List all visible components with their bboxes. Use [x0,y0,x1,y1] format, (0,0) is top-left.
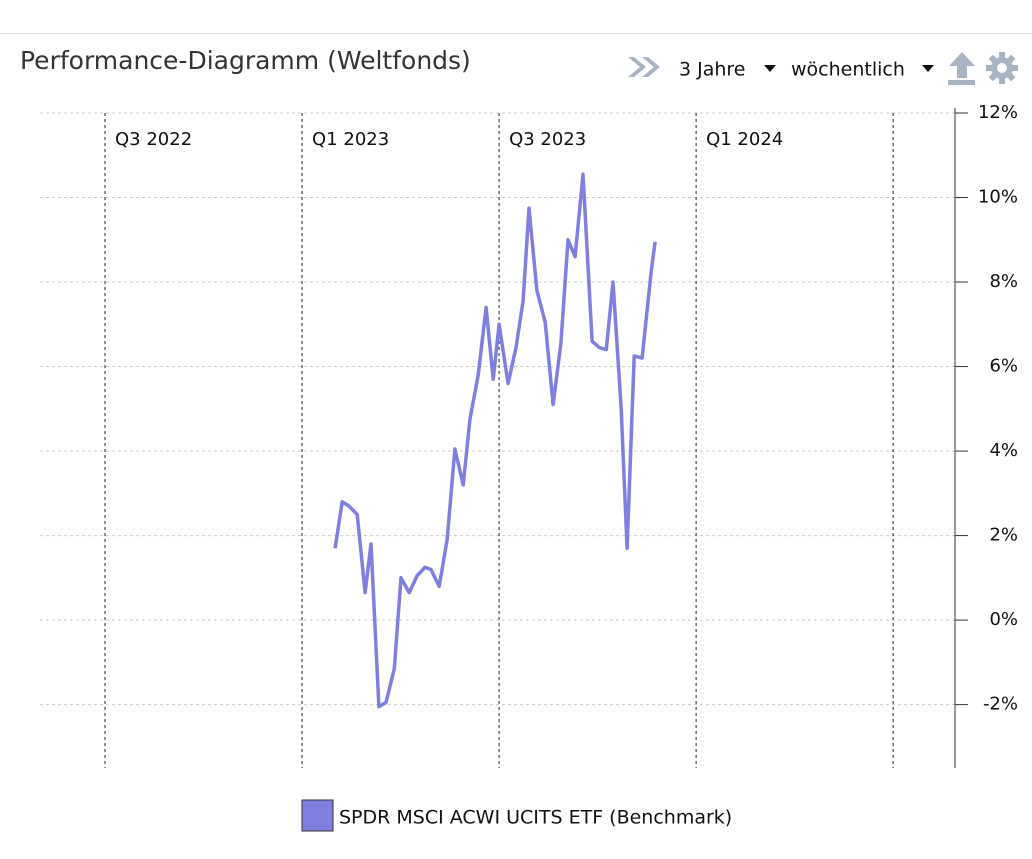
y-tick-label: 4% [989,440,1018,461]
y-tick-label: 8% [989,271,1018,292]
legend-label: SPDR MSCI ACWI UCITS ETF (Benchmark) [339,807,732,829]
x-tick-label: Q1 2024 [706,129,783,150]
x-tick-label: Q1 2023 [312,129,389,150]
y-tick-label: -2% [983,694,1018,715]
y-tick-label: 6% [989,356,1018,377]
interval-label: wöchentlich [791,59,905,81]
legend-swatch [301,799,334,832]
x-tick-label: Q3 2023 [509,129,586,150]
export-button[interactable] [948,52,975,85]
y-tick-label: 12% [978,102,1018,123]
forward-button[interactable] [628,57,660,77]
series-line [333,172,657,709]
settings-button[interactable] [986,52,1018,84]
y-tick-label: 10% [978,187,1018,208]
y-tick-label: 2% [989,525,1018,546]
x-tick-label: Q3 2022 [115,129,192,150]
y-tick-label: 0% [989,609,1018,630]
interval-select[interactable]: wöchentlich [791,59,934,81]
period-select[interactable]: 3 Jahre [679,59,776,81]
chart-title: Performance-Diagramm (Weltfonds) [20,46,471,75]
period-label: 3 Jahre [679,59,746,81]
